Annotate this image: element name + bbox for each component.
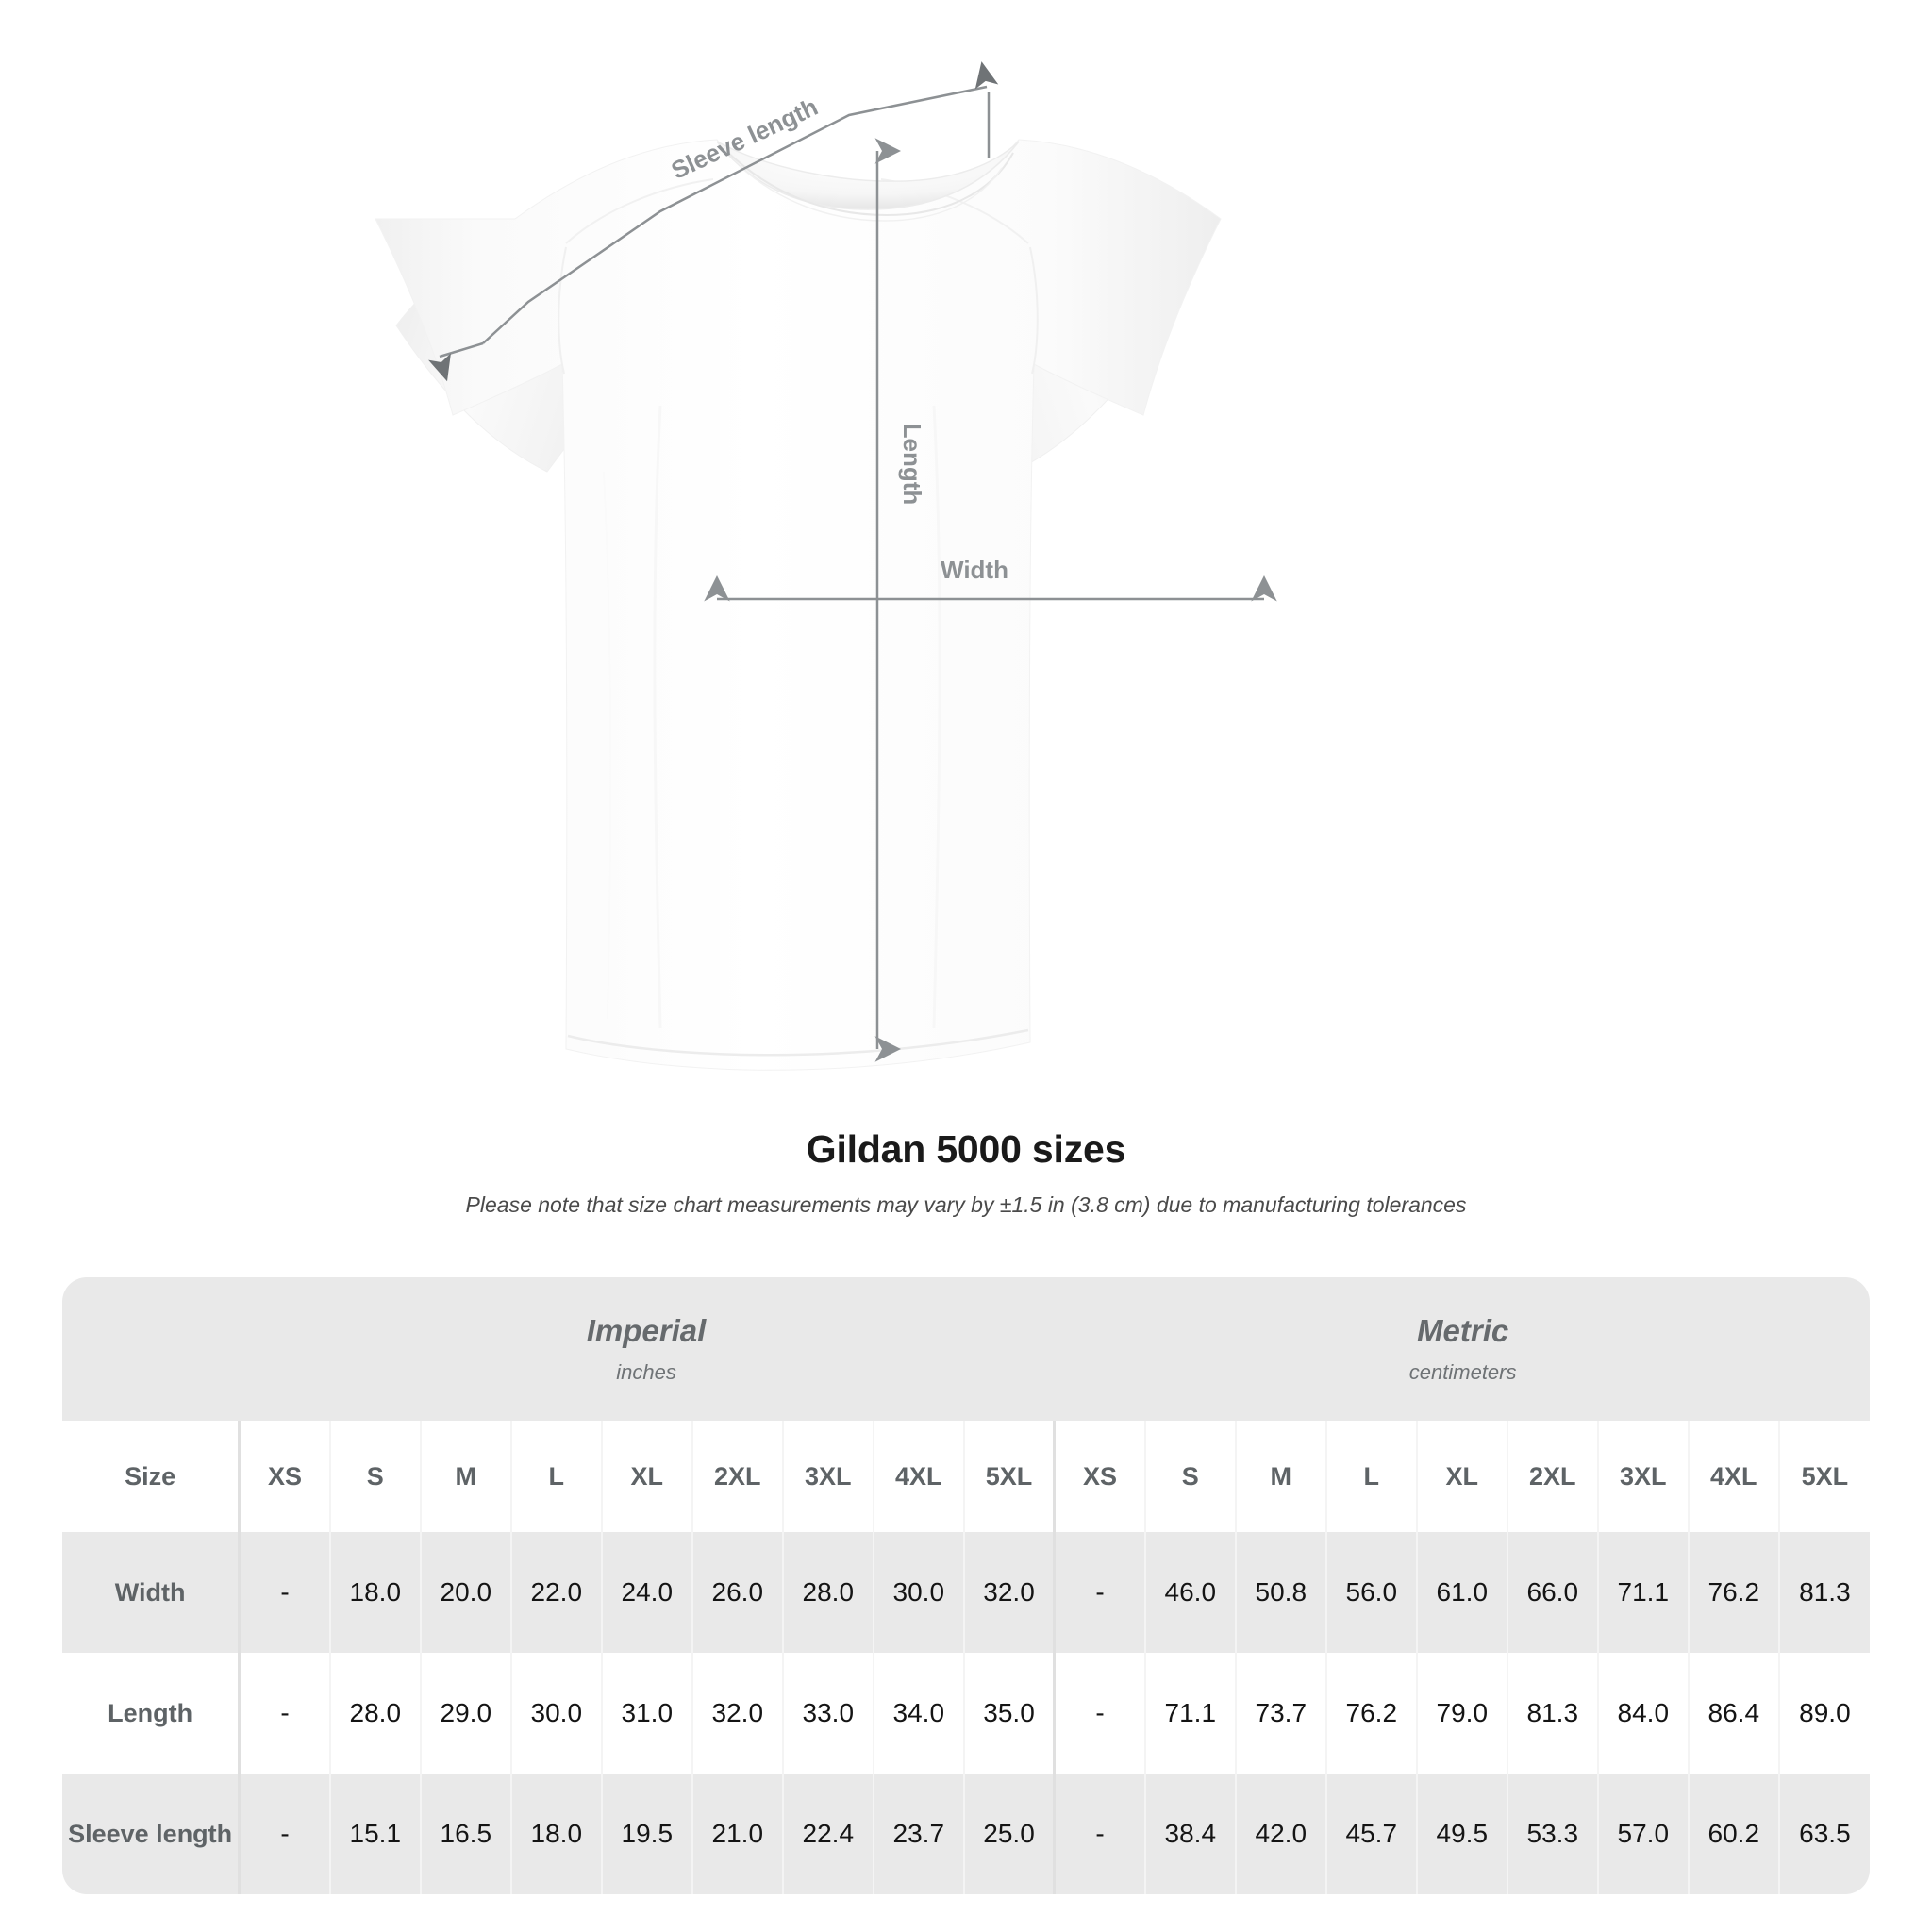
cell-length-imperial-s: 28.0: [328, 1653, 421, 1774]
cell-length-imperial-l: 30.0: [509, 1653, 602, 1774]
cell-sleeve-length-imperial-xs: -: [238, 1774, 330, 1894]
size-header-xs-imperial: XS: [238, 1421, 330, 1532]
sleeve-length-dimension: [428, 61, 999, 382]
table-row: Sleeve length -15.1 16.5 18.0 19.5 21.0 22.4 23…: [62, 1774, 1870, 1894]
cell-width-imperial-m: 20.0: [419, 1532, 511, 1653]
cell-width-metric-4xl: 76.2: [1687, 1532, 1779, 1653]
size-header-m-metric: M: [1234, 1421, 1326, 1532]
cell-length-imperial-5xl: 35.0: [962, 1653, 1055, 1774]
cell-width-metric-xs: -: [1053, 1532, 1145, 1653]
size-header-xl-metric: XL: [1415, 1421, 1507, 1532]
cell-sleeve-length-metric-s: 38.4: [1143, 1774, 1236, 1894]
row-label-sleeve-length: Sleeve length: [62, 1774, 240, 1894]
cell-length-imperial-4xl: 34.0: [872, 1653, 964, 1774]
cell-width-imperial-l: 22.0: [509, 1532, 602, 1653]
size-header-4xl-imperial: 4XL: [872, 1421, 964, 1532]
chart-subtitle: Please note that size chart measurements…: [465, 1192, 1467, 1218]
size-header-xs-metric: XS: [1053, 1421, 1145, 1532]
cell-length-metric-l: 76.2: [1324, 1653, 1417, 1774]
cell-length-metric-s: 71.1: [1143, 1653, 1236, 1774]
size-header-l-metric: L: [1324, 1421, 1417, 1532]
size-header-label: Size: [62, 1421, 240, 1532]
size-header-s-metric: S: [1143, 1421, 1236, 1532]
cell-width-metric-s: 46.0: [1143, 1532, 1236, 1653]
tshirt-illustration: Sleeve length Length Width: [375, 61, 1277, 1071]
cell-width-metric-m: 50.8: [1234, 1532, 1326, 1653]
unit-system-metric: Metric centimeters: [1053, 1277, 1870, 1421]
cell-length-metric-4xl: 86.4: [1687, 1653, 1779, 1774]
unit-system-name: Imperial: [586, 1313, 707, 1349]
unit-system-imperial: Imperial inches: [239, 1277, 1055, 1421]
size-header-s-imperial: S: [328, 1421, 421, 1532]
table-row: Width -18.0 20.0 22.0 24.0 26.0 28.0 30.0 32.0-4…: [62, 1532, 1870, 1653]
cell-length-metric-3xl: 84.0: [1596, 1653, 1689, 1774]
cell-length-metric-xs: -: [1053, 1653, 1145, 1774]
size-header-xl-imperial: XL: [600, 1421, 692, 1532]
cell-length-imperial-2xl: 32.0: [691, 1653, 783, 1774]
table-row: Length -28.0 29.0 30.0 31.0 32.0 33.0 34.0 35.0-…: [62, 1653, 1870, 1774]
size-header-m-imperial: M: [419, 1421, 511, 1532]
cell-width-imperial-s: 18.0: [328, 1532, 421, 1653]
size-header-3xl-imperial: 3XL: [781, 1421, 874, 1532]
cell-width-metric-xl: 61.0: [1415, 1532, 1507, 1653]
cell-sleeve-length-imperial-m: 16.5: [419, 1774, 511, 1894]
size-header-2xl-metric: 2XL: [1506, 1421, 1598, 1532]
unit-header-spacer: [62, 1277, 240, 1421]
width-label: Width: [941, 556, 1008, 584]
size-header-l-imperial: L: [509, 1421, 602, 1532]
cell-width-metric-2xl: 66.0: [1506, 1532, 1598, 1653]
cell-length-imperial-3xl: 33.0: [781, 1653, 874, 1774]
cell-sleeve-length-imperial-l: 18.0: [509, 1774, 602, 1894]
size-header-4xl-metric: 4XL: [1687, 1421, 1779, 1532]
page-title: Gildan 5000 sizes: [806, 1127, 1126, 1171]
cell-sleeve-length-metric-4xl: 60.2: [1687, 1774, 1779, 1894]
cell-width-metric-5xl: 81.3: [1777, 1532, 1870, 1653]
size-header-5xl-imperial: 5XL: [962, 1421, 1055, 1532]
row-label-length: Length: [62, 1653, 240, 1774]
cell-length-imperial-xl: 31.0: [600, 1653, 692, 1774]
cell-sleeve-length-metric-m: 42.0: [1234, 1774, 1326, 1894]
size-header-row: Size XS S M L XL 2XL 3XL 4XL 5XL XS S M L XL 2XL 3XL 4XL 5…: [62, 1421, 1870, 1532]
cell-width-imperial-2xl: 26.0: [691, 1532, 783, 1653]
cell-length-imperial-xs: -: [238, 1653, 330, 1774]
cell-width-imperial-5xl: 32.0: [962, 1532, 1055, 1653]
cell-sleeve-length-imperial-2xl: 21.0: [691, 1774, 783, 1894]
chart-caption: Gildan 5000 sizes Please note that size …: [0, 1127, 1932, 1219]
cell-sleeve-length-imperial-s: 15.1: [328, 1774, 421, 1894]
length-label: Length: [898, 424, 926, 506]
cell-width-imperial-xs: -: [238, 1532, 330, 1653]
cell-sleeve-length-metric-5xl: 63.5: [1777, 1774, 1870, 1894]
row-label-width: Width: [62, 1532, 240, 1653]
cell-sleeve-length-metric-xs: -: [1053, 1774, 1145, 1894]
cell-sleeve-length-metric-xl: 49.5: [1415, 1774, 1507, 1894]
cell-width-metric-3xl: 71.1: [1596, 1532, 1689, 1653]
cell-width-imperial-4xl: 30.0: [872, 1532, 964, 1653]
cell-sleeve-length-imperial-4xl: 23.7: [872, 1774, 964, 1894]
cell-length-metric-2xl: 81.3: [1506, 1653, 1598, 1774]
cell-sleeve-length-metric-l: 45.7: [1324, 1774, 1417, 1894]
size-header-3xl-metric: 3XL: [1596, 1421, 1689, 1532]
unit-system-unit: inches: [616, 1359, 676, 1384]
cell-length-metric-xl: 79.0: [1415, 1653, 1507, 1774]
cell-width-imperial-3xl: 28.0: [781, 1532, 874, 1653]
cell-sleeve-length-metric-2xl: 53.3: [1506, 1774, 1598, 1894]
unit-system-name: Metric: [1417, 1313, 1509, 1349]
cell-sleeve-length-imperial-3xl: 22.4: [781, 1774, 874, 1894]
size-chart-table: Imperial inches Metric centimeters Size XS S M L…: [62, 1277, 1870, 1894]
size-header-5xl-metric: 5XL: [1777, 1421, 1870, 1532]
cell-sleeve-length-imperial-xl: 19.5: [600, 1774, 692, 1894]
cell-sleeve-length-imperial-5xl: 25.0: [962, 1774, 1055, 1894]
cell-length-imperial-m: 29.0: [419, 1653, 511, 1774]
size-header-2xl-imperial: 2XL: [691, 1421, 783, 1532]
unit-system-unit: centimeters: [1408, 1359, 1517, 1384]
tshirt-graphic: [375, 139, 1222, 1071]
cell-sleeve-length-metric-3xl: 57.0: [1596, 1774, 1689, 1894]
size-chart-table-container: Imperial inches Metric centimeters Size XS S M L…: [62, 1277, 1870, 1894]
cell-width-metric-l: 56.0: [1324, 1532, 1417, 1653]
cell-length-metric-5xl: 89.0: [1777, 1653, 1870, 1774]
unit-system-header-row: Imperial inches Metric centimeters: [62, 1277, 1870, 1421]
cell-length-metric-m: 73.7: [1234, 1653, 1326, 1774]
cell-width-imperial-xl: 24.0: [600, 1532, 692, 1653]
